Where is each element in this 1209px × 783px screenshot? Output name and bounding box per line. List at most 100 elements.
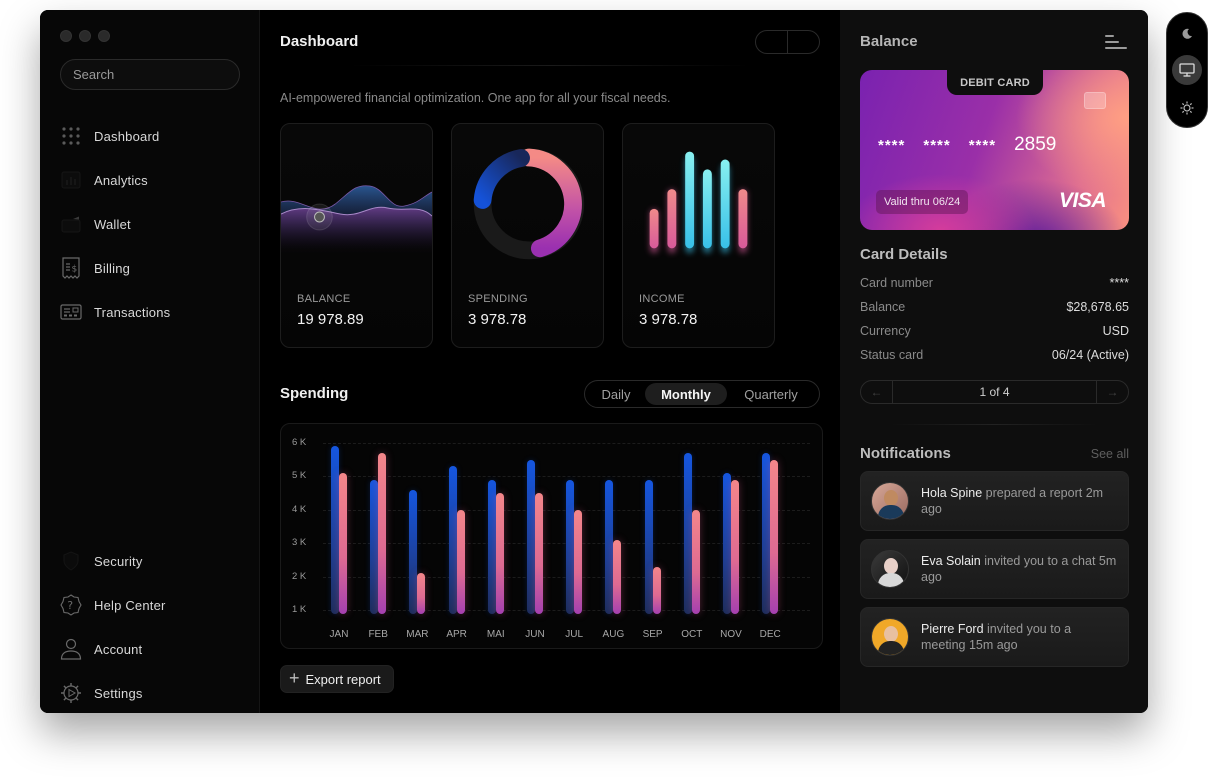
x-axis-tick-label: JUL xyxy=(565,629,584,640)
chart-bar-pink[interactable] xyxy=(535,493,543,614)
chart-bar-blue[interactable] xyxy=(527,459,535,614)
sidebar-item-dashboard[interactable]: Dashboard xyxy=(60,114,250,158)
stat-value: 3 978.78 xyxy=(639,311,698,328)
balance-card[interactable]: BALANCE 19 978.89 xyxy=(280,123,433,348)
window-controls xyxy=(60,30,110,42)
chart-bar-pink[interactable] xyxy=(613,539,622,614)
spending-card[interactable]: SPENDING 3 978.78 xyxy=(451,123,604,348)
detail-value: USD xyxy=(1102,324,1129,338)
income-card[interactable]: INCOME 3 978.78 xyxy=(622,123,775,348)
x-axis-tick-label: JUN xyxy=(525,629,545,640)
donut-chart-icon xyxy=(473,148,585,260)
x-axis-tick-label: JAN xyxy=(329,629,349,640)
chart-bar-pink[interactable] xyxy=(417,573,426,614)
sidebar-item-label: Transactions xyxy=(94,304,171,320)
x-axis-tick-label: AUG xyxy=(602,629,625,640)
chart-bar-pink[interactable] xyxy=(378,453,387,614)
chart-bar-pink[interactable] xyxy=(731,479,739,614)
chart-bar-pink[interactable] xyxy=(574,509,583,614)
svg-text:$: $ xyxy=(72,265,78,275)
search-box xyxy=(60,59,249,90)
search-input[interactable] xyxy=(73,67,249,82)
sidebar-item-settings[interactable]: Settings xyxy=(60,671,250,713)
chart-bar-blue[interactable] xyxy=(370,479,379,614)
avatar xyxy=(871,550,909,588)
chart-bar-blue[interactable] xyxy=(331,446,339,614)
svg-text:?: ? xyxy=(67,599,73,612)
chart-bar-pink[interactable] xyxy=(456,509,465,614)
notification-text: Pierre Ford invited you to a meeting 15m… xyxy=(921,622,1072,652)
tab-daily[interactable]: Daily xyxy=(601,386,631,402)
minimize-window-button[interactable] xyxy=(79,30,91,42)
chart-bar-pink[interactable] xyxy=(691,509,700,614)
detail-key: Balance xyxy=(860,300,906,314)
notification-item[interactable]: Pierre Ford invited you to a meeting 15m… xyxy=(860,607,1129,667)
sidebar-item-wallet[interactable]: Wallet xyxy=(60,202,250,246)
prev-card-arrow-icon[interactable]: ← xyxy=(861,381,893,403)
tab-monthly[interactable]: Monthly xyxy=(645,383,727,405)
notification-item[interactable]: Eva Solain invited you to a chat 5m ago xyxy=(860,539,1129,599)
theme-dark-option[interactable] xyxy=(1172,19,1202,49)
wave-chart-icon xyxy=(281,185,432,254)
balance-panel-title: Balance xyxy=(860,33,918,50)
help-icon: ? xyxy=(60,594,82,616)
theme-system-option[interactable] xyxy=(1172,55,1202,85)
chart-bar-pink[interactable] xyxy=(770,459,779,614)
sidebar-nav-secondary: Security ? Help Center Account Settings xyxy=(60,539,250,713)
y-axis-tick-label: 6 K xyxy=(292,437,307,448)
detail-key: Currency xyxy=(860,324,911,338)
card-chip-icon xyxy=(1084,92,1106,109)
chart-bar-pink[interactable] xyxy=(652,566,661,614)
stat-value: 3 978.78 xyxy=(468,311,527,328)
sidebar-item-security[interactable]: Security xyxy=(60,539,250,583)
theme-light-option[interactable] xyxy=(1172,93,1202,123)
chart-bar-blue[interactable] xyxy=(683,453,692,614)
detail-value: $28,678.65 xyxy=(1066,300,1129,314)
view-toggle-left[interactable] xyxy=(756,31,788,53)
notification-text: Hola Spine prepared a report 2m ago xyxy=(921,486,1104,516)
export-report-button[interactable]: + Export report xyxy=(280,665,394,693)
stat-label: BALANCE xyxy=(297,293,351,305)
gear-icon xyxy=(60,682,82,704)
sidebar-item-help-center[interactable]: ? Help Center xyxy=(60,583,250,627)
sidebar-item-billing[interactable]: $ Billing xyxy=(60,246,250,290)
view-toggle-right[interactable] xyxy=(788,31,819,53)
chart-bar-blue[interactable] xyxy=(723,473,731,614)
chart-bar-blue[interactable] xyxy=(448,466,457,614)
see-all-link[interactable]: See all xyxy=(1090,447,1129,461)
moon-icon xyxy=(1182,28,1192,39)
tab-quarterly[interactable]: Quarterly xyxy=(744,386,798,402)
chart-bar-blue[interactable] xyxy=(644,479,653,614)
maximize-window-button[interactable] xyxy=(98,30,110,42)
chart-bar-pink[interactable] xyxy=(339,473,347,614)
debit-card[interactable]: DEBIT CARD **** **** **** 2859 Valid thr… xyxy=(860,70,1129,230)
chart-bar-blue[interactable] xyxy=(487,479,496,614)
chart-bar-pink[interactable] xyxy=(495,493,504,614)
card-type-label: DEBIT CARD xyxy=(960,76,1030,89)
sidebar-item-transactions[interactable]: Transactions xyxy=(60,290,250,334)
chart-bar-blue[interactable] xyxy=(566,479,575,614)
notifications-title: Notifications xyxy=(860,445,951,462)
x-axis-tick-label: APR xyxy=(446,629,467,640)
view-toggle[interactable] xyxy=(755,30,820,54)
next-card-arrow-icon[interactable]: → xyxy=(1096,381,1128,403)
detail-value: **** xyxy=(1109,276,1129,290)
sidebar-item-label: Dashboard xyxy=(94,128,160,144)
y-axis-tick-label: 2 K xyxy=(292,570,307,582)
gridline xyxy=(323,443,810,444)
sidebar-item-label: Help Center xyxy=(94,597,166,613)
chart-bar-blue[interactable] xyxy=(762,453,771,614)
chart-bar-blue[interactable] xyxy=(409,489,418,614)
income-bars-icon xyxy=(649,151,748,254)
stat-label: SPENDING xyxy=(468,293,528,305)
sidebar-item-account[interactable]: Account xyxy=(60,627,250,671)
x-axis-tick-label: MAI xyxy=(486,629,505,640)
menu-icon[interactable] xyxy=(1105,35,1129,51)
close-window-button[interactable] xyxy=(60,30,72,42)
notification-item[interactable]: Hola Spine prepared a report 2m ago xyxy=(860,471,1129,531)
y-axis-tick-label: 4 K xyxy=(292,503,307,515)
chart-bar-blue[interactable] xyxy=(605,479,614,614)
sidebar-item-label: Wallet xyxy=(94,216,131,232)
sidebar-item-analytics[interactable]: Analytics xyxy=(60,158,250,202)
page-title: Dashboard xyxy=(280,33,359,50)
